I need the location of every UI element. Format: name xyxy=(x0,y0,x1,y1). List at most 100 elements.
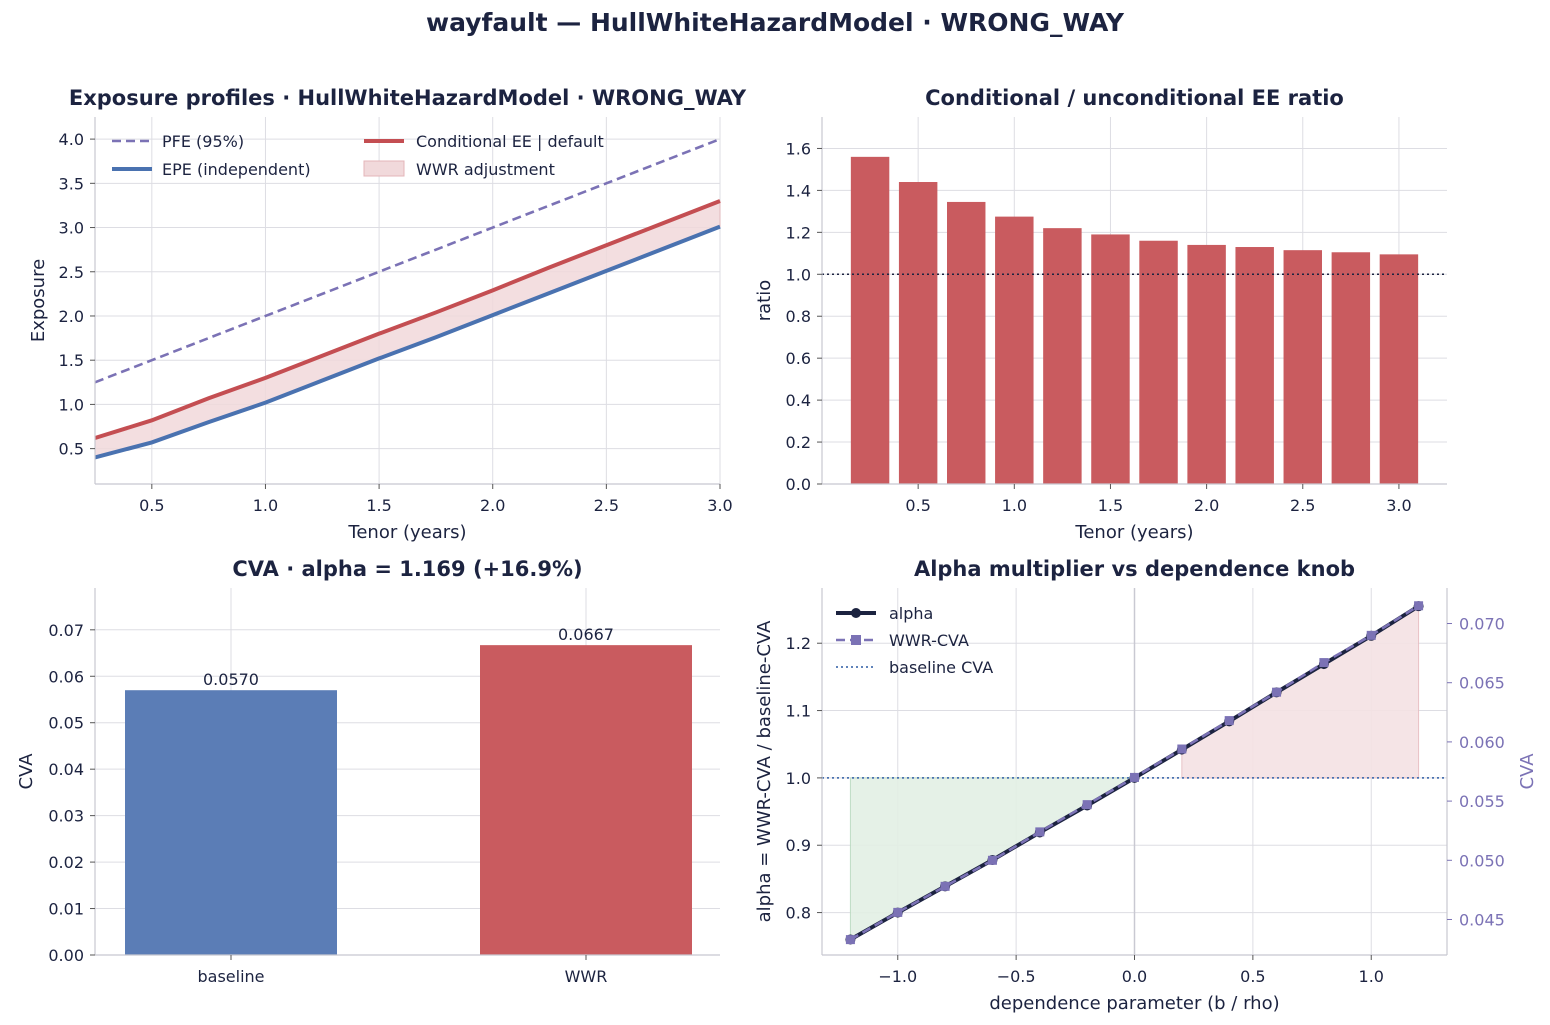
y-tick-label: 1.2 xyxy=(786,634,811,653)
y-tick-label: 0.00 xyxy=(48,946,84,965)
x-tick-label: 1.0 xyxy=(1002,496,1027,515)
y-tick-label: 0.07 xyxy=(48,621,84,640)
x-axis-label: dependence parameter (b / rho) xyxy=(989,993,1279,1014)
y-tick-label: 0.8 xyxy=(786,904,811,923)
wwr-cva-point xyxy=(1366,630,1376,640)
y-tick-label: 0.06 xyxy=(48,667,84,686)
conditional-ee-line xyxy=(94,199,721,440)
cva-value-label: 0.0667 xyxy=(558,625,614,644)
y-tick-label: 0.4 xyxy=(786,391,811,410)
ratio-chart: 0.5 1.0 1.5 2.0 2.5 3.0 0.0 0.2 0.4 0.6 0.8 1.0 1.2 1… xyxy=(754,86,1447,543)
x-tick-label: 2.0 xyxy=(1194,496,1219,515)
y-right-tick-label: 0.055 xyxy=(1459,792,1505,811)
x-tick-label: 0.5 xyxy=(1240,967,1265,986)
legend-label: WWR-CVA xyxy=(889,631,969,650)
x-tick-label: 1.5 xyxy=(1098,496,1123,515)
y-tick-label: 3.5 xyxy=(59,174,84,193)
x-tick-label: 2.5 xyxy=(594,496,619,515)
ratio-bar xyxy=(1139,240,1178,484)
legend-label: alpha xyxy=(889,604,933,623)
chart-title: CVA · alpha = 1.169 (+16.9%) xyxy=(232,557,582,581)
legend-label: PFE (95%) xyxy=(162,132,244,151)
ratio-bar xyxy=(947,201,986,485)
y-tick-label: 1.0 xyxy=(59,395,84,414)
y-right-tick-label: 0.065 xyxy=(1459,674,1505,693)
chart-title: Exposure profiles · HullWhiteHazardModel… xyxy=(69,86,747,110)
ratio-bar xyxy=(1235,247,1274,484)
y-tick-label: 0.8 xyxy=(786,307,811,326)
x-tick-label: 3.0 xyxy=(1386,496,1411,515)
y-tick-label: 0.6 xyxy=(786,349,811,368)
y-tick-label: 1.1 xyxy=(786,702,811,721)
y-tick-label: 0.04 xyxy=(48,760,84,779)
cva-bar xyxy=(480,645,692,955)
wwr-cva-point xyxy=(1130,772,1139,782)
x-tick-label: −0.5 xyxy=(997,967,1036,986)
y-axis-label: CVA xyxy=(16,753,37,790)
y-tick-label: 0.9 xyxy=(786,836,811,855)
x-tick-label: 1.5 xyxy=(366,496,391,515)
y-tick-label: 0.01 xyxy=(48,900,84,919)
y-tick-label: 1.6 xyxy=(786,139,811,158)
y-right-tick-label: 0.060 xyxy=(1459,733,1505,752)
legend-label: Conditional EE | default xyxy=(416,132,604,151)
ratio-bar xyxy=(1331,252,1371,484)
x-tick-label: 0.0 xyxy=(1122,967,1147,986)
ratio-bar xyxy=(995,216,1034,484)
x-tick-label: 0.5 xyxy=(905,496,930,515)
cva-chart: 0.0570 0.0667 baseline WWR 0.00 0.01 0.02 0.03 0… xyxy=(16,557,720,986)
wwr-cva-point xyxy=(1272,687,1282,697)
ratio-bar xyxy=(1043,228,1082,484)
y-tick-label: 3.0 xyxy=(59,219,84,238)
y-axis-label: alpha = WWR-CVA / baseline-CVA xyxy=(754,620,775,922)
x-tick-label: −1.0 xyxy=(878,967,917,986)
y-tick-label: 0.0 xyxy=(786,475,811,494)
exposure-chart: 0.5 1.0 1.5 2.0 2.5 3.0 0.5 1.0 1.5 2.0 2.5 3.0 3.5 4… xyxy=(28,86,747,543)
exposure-legend: PFE (95%) EPE (independent) Conditional EE… xyxy=(112,132,604,179)
y-tick-label: 1.0 xyxy=(786,265,811,284)
cva-bar xyxy=(125,690,337,955)
x-tick-label: 2.5 xyxy=(1290,496,1315,515)
x-tick-label: WWR xyxy=(565,967,608,986)
wwr-cva-point xyxy=(1224,716,1234,726)
legend-label: WWR adjustment xyxy=(416,160,555,179)
x-tick-label: 2.0 xyxy=(480,496,505,515)
y-tick-label: 2.5 xyxy=(59,263,84,282)
x-tick-label: 1.0 xyxy=(1359,967,1384,986)
chart-title: Conditional / unconditional EE ratio xyxy=(925,86,1344,110)
wwr-cva-point xyxy=(1082,800,1092,810)
ratio-bar xyxy=(1283,250,1322,484)
x-axis-label: Tenor (years) xyxy=(347,522,466,543)
y-tick-label: 0.2 xyxy=(786,433,811,452)
ratio-bar xyxy=(898,182,938,485)
y-tick-label: 1.2 xyxy=(786,223,811,242)
chart-title: Alpha multiplier vs dependence knob xyxy=(914,557,1355,581)
ratio-bar xyxy=(1379,254,1419,484)
figure-title: wayfault — HullWhiteHazardModel · WRONG_… xyxy=(425,8,1125,37)
ratio-bar xyxy=(1091,234,1130,484)
y-right-tick-label: 0.070 xyxy=(1459,615,1505,634)
wwr-cva-point xyxy=(987,855,997,865)
legend-label: EPE (independent) xyxy=(162,160,311,179)
wwr-cva-point xyxy=(893,907,903,917)
legend-marker xyxy=(851,635,861,645)
wwr-cva-point xyxy=(940,881,950,891)
ratio-bar xyxy=(1187,244,1226,484)
epe-line xyxy=(94,224,721,460)
y-tick-label: 0.05 xyxy=(48,714,84,733)
y-tick-label: 1.0 xyxy=(786,769,811,788)
y-right-tick-label: 0.050 xyxy=(1459,851,1505,870)
y-tick-label: 1.5 xyxy=(59,351,84,370)
legend-swatch xyxy=(363,160,405,177)
y-tick-label: 0.02 xyxy=(48,853,84,872)
wwr-cva-point xyxy=(1319,658,1329,668)
y-tick-label: 0.03 xyxy=(48,807,84,826)
alpha-above-one-area xyxy=(1181,605,1420,779)
legend-marker xyxy=(851,608,861,618)
y-tick-label: 0.5 xyxy=(59,440,84,459)
alpha-legend: alpha WWR-CVA baseline CVA xyxy=(836,604,993,677)
x-tick-label: 1.0 xyxy=(253,496,278,515)
ratio-bar xyxy=(850,156,890,485)
wwr-cva-point xyxy=(1177,744,1187,754)
x-tick-label: baseline xyxy=(197,967,264,986)
